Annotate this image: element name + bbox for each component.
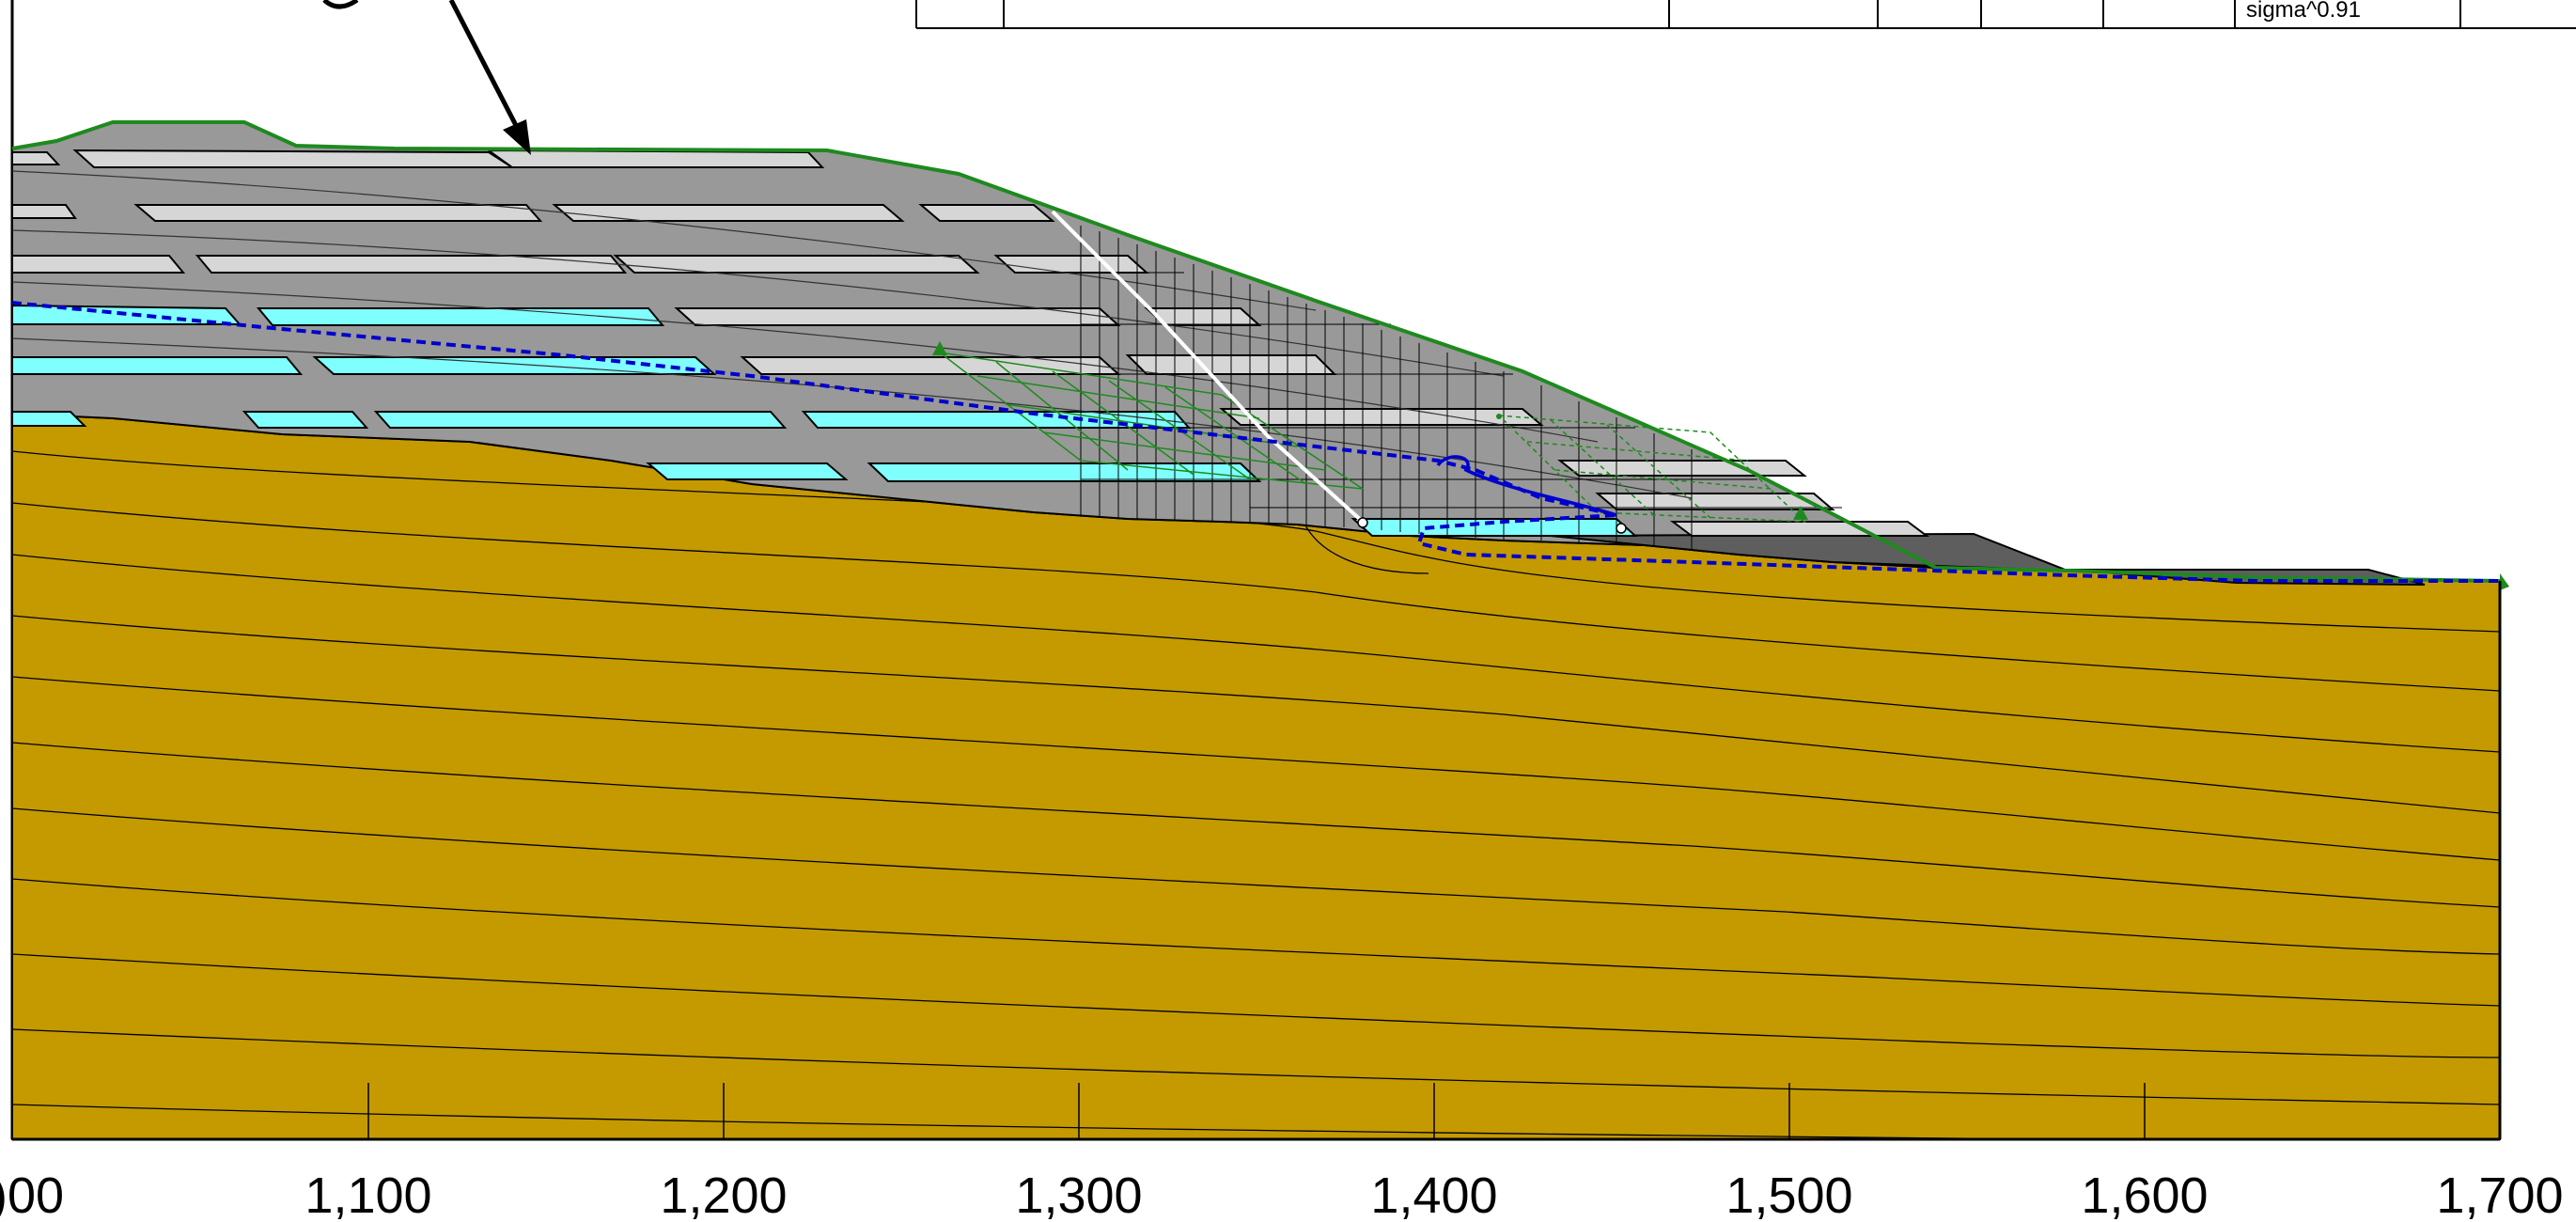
x-tick-label: 1,500	[1725, 1167, 1852, 1222]
phreatic-line	[11, 301, 2500, 583]
table-cell-sigma: sigma^0.91	[2246, 0, 2361, 23]
grid-marker-icons	[932, 341, 2509, 590]
arrow-head-icon	[503, 119, 531, 155]
phreatic-loop	[1436, 455, 1617, 517]
annotation-text-fragment	[322, 0, 359, 9]
x-axis-ticks	[367, 1083, 2146, 1139]
annotation-arrow	[448, 0, 531, 155]
slip-search-grid-right	[1496, 415, 1806, 523]
x-tick-labels: 1,100 1,200 1,300 1,400 1,500 1,600 1,70…	[304, 1167, 2563, 1222]
x-tick-label: 1,700	[2436, 1167, 2563, 1222]
right-boundary-marker-icon	[2500, 573, 2509, 590]
material-property-table: sigma^0.91	[915, 0, 2576, 29]
slip-exit-point	[1357, 517, 1368, 528]
granular-drain-layers	[11, 149, 1929, 537]
x-tick-label: 1,400	[1370, 1167, 1497, 1222]
fill-internal-lines	[11, 170, 1693, 499]
grid-point-icon	[1793, 506, 1808, 520]
critical-slip-surface	[1051, 210, 1365, 524]
mesh-horizontal-lines	[1081, 272, 1842, 509]
grid-point-icon	[932, 341, 947, 355]
x-tick-label: 1,100	[304, 1167, 431, 1222]
ground-surface-line	[11, 120, 2501, 583]
x-tick-label: 1,200	[660, 1167, 787, 1222]
grid-point-icon	[1496, 414, 1502, 419]
x-tick-label-partial: )00	[0, 1167, 64, 1222]
x-tick-label: 1,600	[2081, 1167, 2208, 1222]
slip-point	[1616, 523, 1627, 534]
x-tick-label: 1,300	[1015, 1167, 1142, 1222]
foundation-contours	[11, 450, 2501, 1140]
